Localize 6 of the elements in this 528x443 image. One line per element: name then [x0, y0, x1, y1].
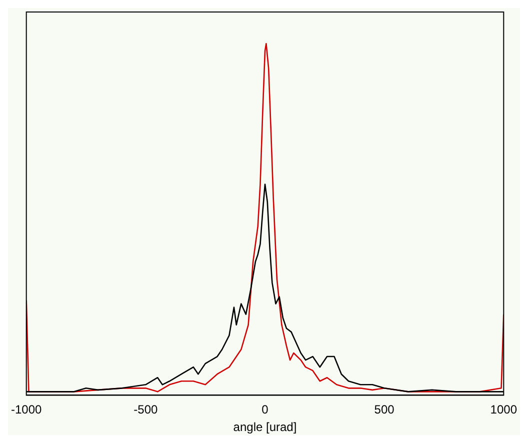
- x-tick-label: 1000: [490, 402, 518, 417]
- x-tick-label: 0: [262, 402, 269, 417]
- x-axis-title: angle [urad]: [233, 420, 297, 434]
- x-tick-label: 500: [374, 402, 395, 417]
- x-tick-label: -1000: [10, 402, 42, 417]
- x-tick-label: -500: [134, 402, 158, 417]
